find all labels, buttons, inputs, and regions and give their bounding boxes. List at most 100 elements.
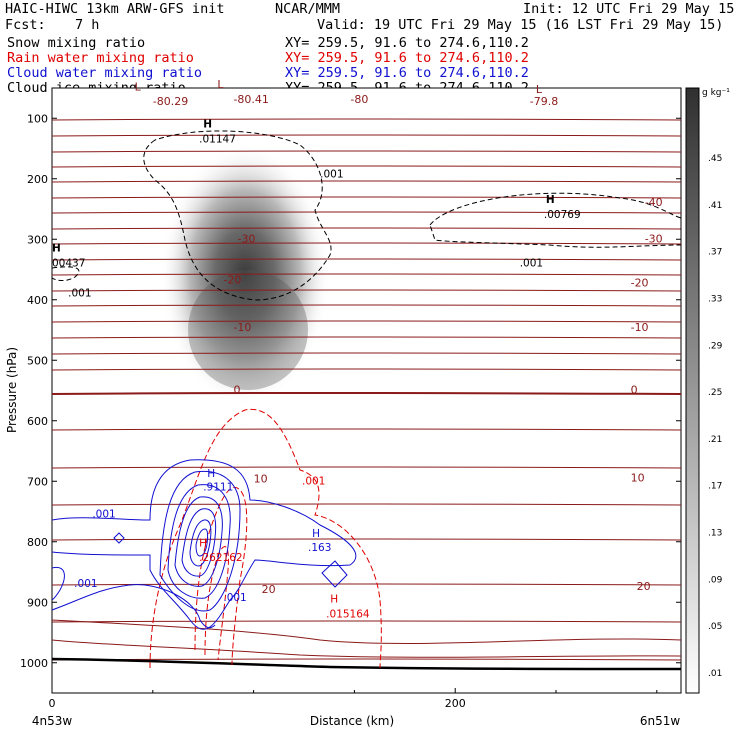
x-axis-label: Distance (km): [310, 714, 394, 728]
temperature-label: -40: [645, 196, 663, 209]
colorbar-label: .41: [708, 201, 722, 211]
temperature-label: 10: [631, 471, 645, 484]
colorbar-label: .33: [708, 294, 722, 304]
temperature-label: -80.29: [153, 95, 188, 108]
temperature-label: -30: [237, 232, 255, 245]
organization-label: NCAR/MMM: [275, 1, 341, 17]
init-time: Init: 12 UTC Fri 29 May 15: [523, 1, 735, 17]
temperature-label: -20: [223, 273, 241, 286]
y-tick-label: 400: [27, 294, 48, 307]
y-tick-label: 100: [27, 112, 48, 125]
isotherm-line: [52, 503, 681, 506]
x-tick-label: 0: [49, 697, 56, 710]
isotherm-line: [52, 320, 681, 323]
snow-label: H: [52, 242, 61, 254]
temperature-label: -79.8: [530, 95, 558, 108]
rain-label: .262162: [199, 552, 242, 564]
temperature-label: -10: [631, 321, 649, 334]
y-tick-label: 200: [27, 173, 48, 186]
temperature-label: -20: [631, 276, 649, 289]
temperature-label: -80: [350, 93, 368, 106]
snow-label: H: [203, 118, 212, 130]
isotherm-line: [52, 428, 681, 431]
isotherm-lower: [52, 619, 681, 645]
snow-label: .00769: [544, 209, 581, 221]
temperature-label: 10: [254, 472, 268, 485]
colorbar-unit: g kg⁻¹: [702, 88, 730, 98]
isotherm-line: [52, 242, 681, 245]
temperature-label: 20: [637, 580, 651, 593]
isotherm-line: [52, 273, 681, 276]
y-tick-label: 700: [27, 475, 48, 488]
colorbar-label: .21: [708, 435, 722, 445]
terrain-line: [52, 657, 681, 671]
snow-contour-west: [52, 266, 80, 281]
temperature-label: -10: [233, 321, 251, 334]
temperature-label: 0: [233, 384, 240, 397]
y-tick-label: 1000: [20, 657, 48, 670]
isotherm-line: [52, 352, 681, 355]
isotherm-lines: [52, 118, 681, 661]
y-tick-label: 300: [27, 233, 48, 246]
y-tick-label: 800: [27, 536, 48, 549]
isotherm-line: [52, 583, 681, 586]
rain-label: H: [330, 593, 338, 605]
temperature-label: -80.41: [233, 93, 268, 106]
snow-contour-east: [429, 192, 681, 248]
x-tick-label: 200: [445, 697, 466, 710]
isotherm-line: [52, 165, 681, 168]
temperature-label: 20: [262, 583, 276, 596]
cloud-water-contours: [52, 459, 357, 630]
isotherm-line: [52, 304, 681, 307]
rain-label: .015164: [326, 608, 370, 620]
cloud-water-label: .001: [223, 592, 246, 604]
colorbar-label: .09: [708, 575, 723, 585]
y-tick-label: 900: [27, 596, 48, 609]
low-marker: L: [217, 78, 224, 91]
isotherm-line: [52, 211, 681, 214]
y-tick-label: 500: [27, 354, 48, 367]
cloud-ice-shading: [160, 145, 330, 405]
cloud-water-label: .001: [74, 578, 97, 590]
rain-label: .001: [302, 475, 325, 487]
snow-label: H: [546, 194, 555, 206]
low-marker: L: [135, 80, 142, 93]
isotherm-line: [52, 368, 681, 371]
cloud-ice-core: [188, 270, 308, 390]
cloud-water-label: .001: [92, 509, 115, 521]
isotherm-line: [52, 134, 681, 137]
field-name-rain: Rain water mixing ratio: [7, 50, 194, 66]
field-xy-snow: XY= 259.5, 91.6 to 274.6,110.2: [285, 35, 529, 51]
rain-contour-outer: [149, 408, 382, 669]
temperature-label: 0: [631, 384, 638, 397]
colorbar-label: .29: [708, 341, 723, 351]
isotherm-line: [52, 538, 681, 541]
colorbar-label: .05: [708, 622, 722, 632]
field-name-snow: Snow mixing ratio: [7, 35, 146, 51]
plot-frame: [51, 87, 682, 694]
isotherm-line: [52, 227, 681, 230]
model-title: HAIC-HIWC 13km ARW-GFS init: [5, 1, 225, 17]
cloud-water-label: .9111: [203, 481, 233, 493]
x-end-location: 6n51w: [640, 714, 681, 728]
colorbar-label: .37: [708, 248, 722, 258]
rain-label: H: [199, 538, 207, 550]
isotherm-line: [52, 118, 681, 121]
forecast-label: Fcst:: [5, 17, 46, 33]
cloud-water-label: .163: [308, 542, 331, 554]
colorbar-label: .25: [708, 388, 722, 398]
snow-contour-main: [143, 130, 332, 301]
y-axis-label: Pressure (hPa): [5, 347, 19, 433]
field-xy-cloud-water: XY= 259.5, 91.6 to 274.6,110.2: [285, 65, 529, 81]
rain-contour-core: [204, 546, 229, 661]
colorbar-label: .45: [708, 154, 722, 164]
x-start-location: 4n53w: [32, 714, 73, 728]
field-name-cloud-water: Cloud water mixing ratio: [7, 65, 203, 81]
isotherm-line: [52, 289, 681, 292]
valid-time: Valid: 19 UTC Fri 29 May 15 (16 LST Fri …: [317, 17, 724, 33]
isotherm-line: [52, 180, 681, 183]
cloud-water-label: H: [312, 528, 320, 540]
snow-label: .01147: [199, 133, 236, 145]
rain-contour-inner: [194, 487, 248, 666]
